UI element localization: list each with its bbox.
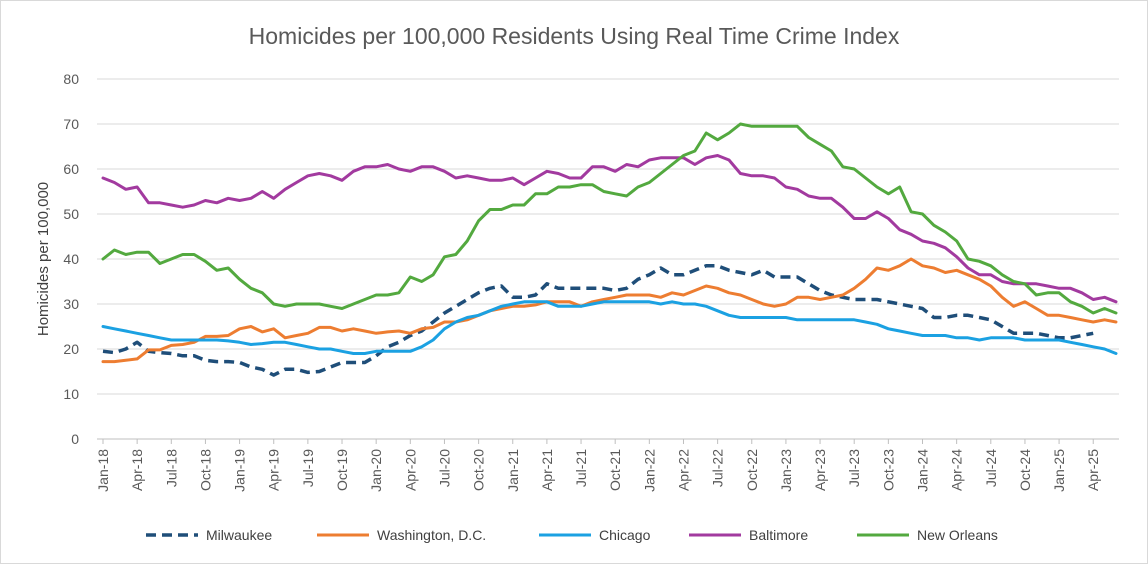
series-line-baltimore xyxy=(101,154,1118,304)
x-tick-label: Oct-19 xyxy=(334,449,350,491)
y-tick-label: 80 xyxy=(63,71,79,87)
y-tick-label: 20 xyxy=(63,341,79,357)
x-tick-label: Oct-23 xyxy=(880,449,896,491)
x-tick-label: Apr-23 xyxy=(812,449,828,491)
x-tick-label: Oct-20 xyxy=(471,449,487,491)
y-tick-label: 50 xyxy=(63,206,79,222)
series-lines xyxy=(101,122,1118,377)
x-tick-label: Jul-23 xyxy=(846,449,862,487)
x-tick-label: Oct-24 xyxy=(1017,449,1033,491)
x-tick-label: Apr-19 xyxy=(266,449,282,491)
legend-label: Chicago xyxy=(599,527,651,543)
x-axis-ticks: Jan-18 Apr-18 Jul-18 Oct-18 Jan-19 Apr-19 Jul-… xyxy=(95,439,1101,492)
x-tick-label: Oct-21 xyxy=(607,449,623,491)
legend: Milwaukee Washington, D.C. Chicago Baltimor… xyxy=(146,527,998,543)
legend-label: Washington, D.C. xyxy=(377,527,486,543)
x-tick-label: Jan-18 xyxy=(95,449,111,492)
x-tick-label: Jul-21 xyxy=(573,449,589,487)
x-tick-label: Apr-20 xyxy=(402,449,418,491)
chart-title: Homicides per 100,000 Residents Using Re… xyxy=(249,23,900,49)
y-axis-ticks: 0 10 20 30 40 50 60 70 80 xyxy=(63,71,79,447)
series-line-washington-d-c xyxy=(101,257,1118,364)
x-tick-label: Jan-21 xyxy=(505,449,521,492)
legend-label: Milwaukee xyxy=(206,527,272,543)
x-tick-label: Jul-18 xyxy=(163,449,179,487)
y-tick-label: 70 xyxy=(63,116,79,132)
x-tick-label: Jan-20 xyxy=(368,449,384,492)
series-line-chicago xyxy=(101,300,1118,355)
x-tick-label: Apr-18 xyxy=(129,449,145,491)
y-tick-label: 10 xyxy=(63,386,79,402)
x-tick-label: Jan-24 xyxy=(915,449,931,492)
series-line-milwaukee xyxy=(102,264,1094,377)
x-tick-label: Jul-19 xyxy=(300,449,316,487)
legend-label: New Orleans xyxy=(917,527,998,543)
y-tick-label: 30 xyxy=(63,296,79,312)
series-line-new-orleans xyxy=(101,122,1118,315)
x-tick-label: Jan-25 xyxy=(1051,449,1067,492)
x-tick-label: Apr-22 xyxy=(675,449,691,491)
x-tick-label: Jan-19 xyxy=(232,449,248,492)
x-tick-label: Jul-24 xyxy=(983,449,999,487)
legend-label: Baltimore xyxy=(749,527,808,543)
y-tick-label: 40 xyxy=(63,251,79,267)
gridlines xyxy=(97,78,1119,440)
x-tick-label: Apr-25 xyxy=(1085,449,1101,491)
x-tick-label: Apr-24 xyxy=(949,449,965,491)
x-tick-label: Oct-18 xyxy=(197,449,213,491)
x-tick-label: Jul-22 xyxy=(710,449,726,487)
y-axis-label: Homicides per 100,000 xyxy=(35,182,52,336)
x-tick-label: Jan-23 xyxy=(778,449,794,492)
x-tick-label: Apr-21 xyxy=(539,449,555,491)
x-tick-label: Jan-22 xyxy=(641,449,657,492)
y-tick-label: 0 xyxy=(71,431,79,447)
x-tick-label: Oct-22 xyxy=(744,449,760,491)
x-tick-label: Jul-20 xyxy=(436,449,452,487)
y-tick-label: 60 xyxy=(63,161,79,177)
